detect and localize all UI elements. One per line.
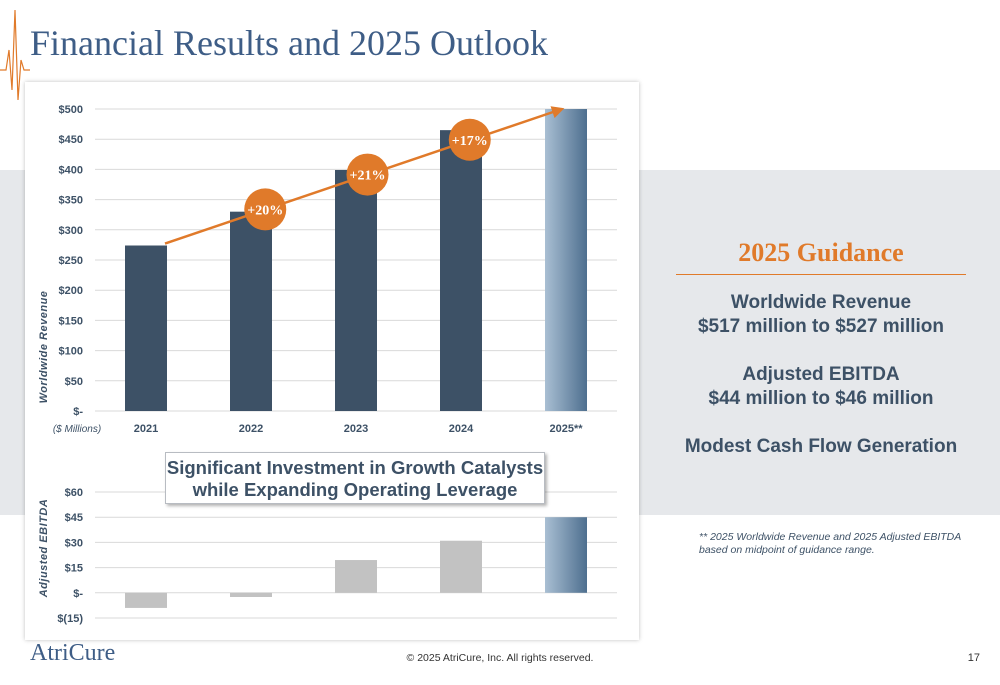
guidance-ebitda-label: Adjusted EBITDA [742, 364, 900, 385]
ebitda-bar-2021 [125, 592, 167, 608]
revenue-bar-2023 [335, 170, 377, 411]
growth-badge: +21% [346, 153, 389, 196]
revenue-category-label: 2022 [239, 423, 263, 435]
revenue-bar-2024 [440, 130, 482, 411]
revenue-y-axis-label: Worldwide Revenue [38, 291, 50, 404]
guidance-title: 2025 Guidance [676, 238, 966, 275]
revenue-tick-label: $350 [59, 195, 83, 207]
growth-badge-circle [448, 118, 491, 161]
ebitda-tick-label: $15 [65, 563, 83, 575]
ebitda-tick-label: $45 [65, 512, 83, 524]
ebitda-tick-label: $30 [65, 537, 83, 549]
growth-badge-label: +20% [247, 203, 283, 218]
revenue-unit-note: ($ Millions) [53, 424, 101, 435]
ebitda-bar-2025 [545, 517, 587, 593]
ebitda-bar-2024 [440, 540, 482, 593]
ebitda-bar-2022 [230, 592, 272, 597]
growth-badge: +20% [244, 188, 287, 231]
revenue-tick-label: $400 [59, 164, 83, 176]
growth-badge-label: +21% [350, 169, 386, 184]
guidance-revenue-range: $517 million to $527 million [697, 316, 945, 337]
revenue-tick-label: $500 [59, 104, 83, 116]
revenue-bar-2022 [230, 211, 272, 411]
guidance-panel: 2025 Guidance Worldwide Revenue $517 mil… [676, 238, 966, 459]
footnote: ** 2025 Worldwide Revenue and 2025 Adjus… [699, 531, 961, 556]
growth-badge-label: +17% [452, 134, 488, 149]
ebitda-y-axis-label: Adjusted EBITDA [38, 499, 50, 599]
revenue-tick-label: $50 [65, 376, 83, 388]
revenue-category-label: 2021 [134, 423, 158, 435]
guidance-ebitda-range: $44 million to $46 million [708, 388, 934, 409]
investment-callout-box: Significant Investment in Growth Catalys… [165, 452, 545, 504]
company-logo: AtriCure [30, 640, 116, 666]
ebitda-tick-label: $- [73, 588, 83, 600]
revenue-category-label: 2025** [549, 423, 583, 435]
revenue-tick-label: $450 [59, 134, 83, 146]
revenue-tick-label: $200 [59, 285, 83, 297]
copyright-text: © 2025 AtriCure, Inc. All rights reserve… [406, 652, 594, 664]
growth-badge: +17% [448, 118, 491, 161]
revenue-tick-label: $- [73, 406, 83, 418]
revenue-bar-2021 [125, 245, 167, 411]
revenue-category-label: 2023 [344, 423, 368, 435]
revenue-category-label: 2024 [449, 423, 474, 435]
ebitda-tick-label: $(15) [57, 613, 83, 625]
charts-svg: $- $50 $100 $150 $200 $250 $300 $350 $400 $450 $50… [38, 104, 617, 625]
callout-line-2: while Expanding Operating Leverage [192, 479, 518, 500]
ebitda-bar-2023 [335, 560, 377, 593]
slide-title: Financial Results and 2025 Outlook [30, 23, 548, 63]
page-number: 17 [967, 652, 980, 664]
revenue-tick-label: $100 [59, 346, 83, 358]
revenue-tick-label: $300 [59, 225, 83, 237]
chart-panel: $- $50 $100 $150 $200 $250 $300 $350 $400 $450 $50… [25, 82, 639, 640]
guidance-cash-flow: Modest Cash Flow Generation [684, 436, 958, 457]
revenue-tick-label: $150 [59, 315, 83, 327]
revenue-bar-2025 [545, 109, 587, 411]
growth-badge-circle [244, 188, 287, 231]
heartbeat-line-icon [0, 9, 30, 101]
guidance-revenue-label: Worldwide Revenue [730, 292, 912, 313]
callout-line-1: Significant Investment in Growth Catalys… [166, 457, 544, 478]
ebitda-tick-label: $60 [65, 487, 83, 499]
revenue-tick-label: $250 [59, 255, 83, 267]
growth-badge-circle [346, 153, 389, 196]
